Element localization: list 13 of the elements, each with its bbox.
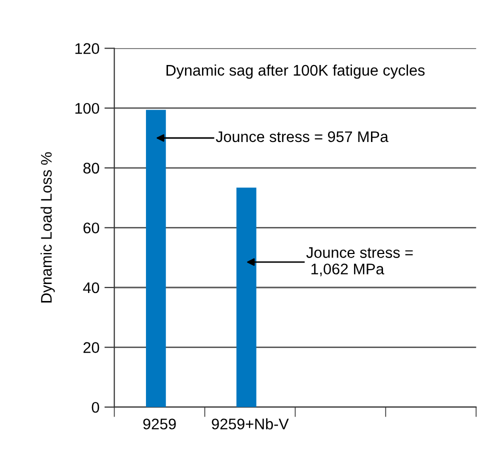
y-tick-label: 60 bbox=[84, 222, 100, 234]
x-tick-label: 9259 bbox=[143, 418, 176, 430]
annotation: Jounce stress = 1,062 MPa bbox=[306, 247, 413, 276]
annotation: Dynamic sag after 100K fatigue cycles bbox=[166, 64, 425, 79]
annotation: Jounce stress = 957 MPa bbox=[216, 131, 388, 142]
y-tick-label: 120 bbox=[75, 43, 100, 54]
y-tick-label: 40 bbox=[83, 282, 100, 294]
y-tick-label: 20 bbox=[84, 342, 100, 353]
y-tick-label: 0 bbox=[92, 402, 100, 413]
y-axis-title: Dynamic Load Loss % bbox=[40, 152, 55, 302]
y-tick-label: 80 bbox=[83, 162, 100, 174]
x-tick-label: 9259+Nb-V bbox=[212, 418, 289, 430]
y-tick-label: 100 bbox=[75, 102, 100, 114]
